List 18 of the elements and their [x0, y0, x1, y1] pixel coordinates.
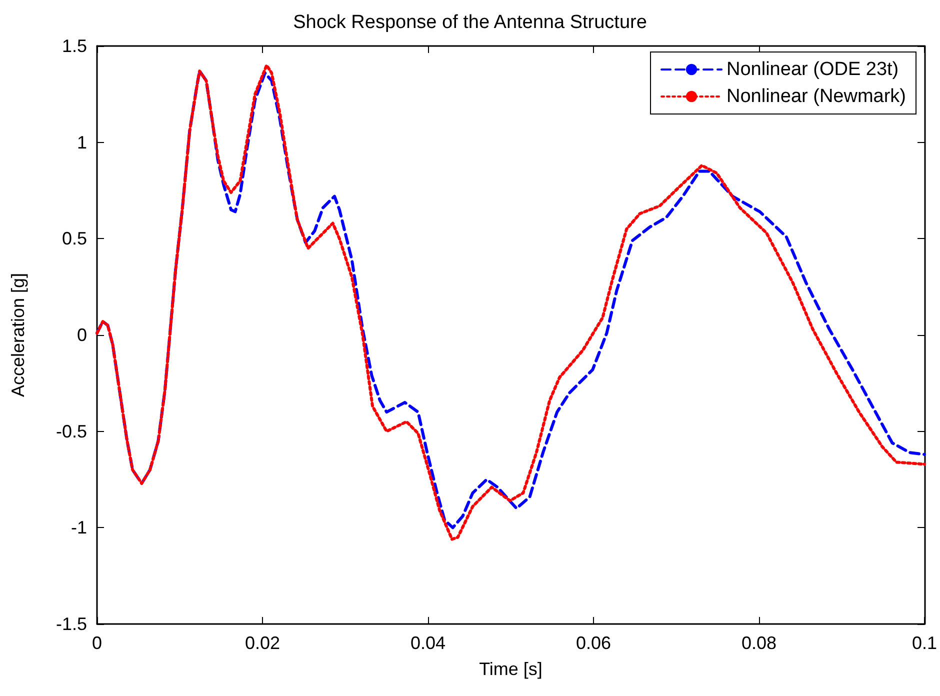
x-tick-label: 0.04: [410, 633, 446, 653]
y-axis-title: Acceleration [g]: [8, 272, 28, 398]
x-tick-label: 0: [92, 633, 102, 653]
legend-label: Nonlinear (ODE 23t): [726, 59, 899, 80]
y-tick-label: 1.5: [62, 36, 87, 56]
x-tick-label: 0.1: [912, 633, 938, 653]
x-tick-label: 0.08: [741, 633, 777, 653]
x-tick-label: 0.02: [244, 633, 280, 653]
x-axis-title: Time [s]: [479, 659, 542, 679]
y-tick-label: 0.5: [62, 228, 87, 249]
x-tick-label: 0.06: [576, 633, 612, 653]
legend-label: Nonlinear (Newmark): [726, 86, 906, 107]
y-tick-label: -1.5: [56, 614, 87, 634]
chart-title: Shock Response of the Antenna Structure: [293, 12, 647, 33]
y-tick-label: 1: [76, 132, 87, 152]
y-tick-label: 0: [76, 325, 87, 345]
y-tick-label: -0.5: [56, 421, 87, 442]
y-tick-label: -1: [70, 518, 87, 538]
